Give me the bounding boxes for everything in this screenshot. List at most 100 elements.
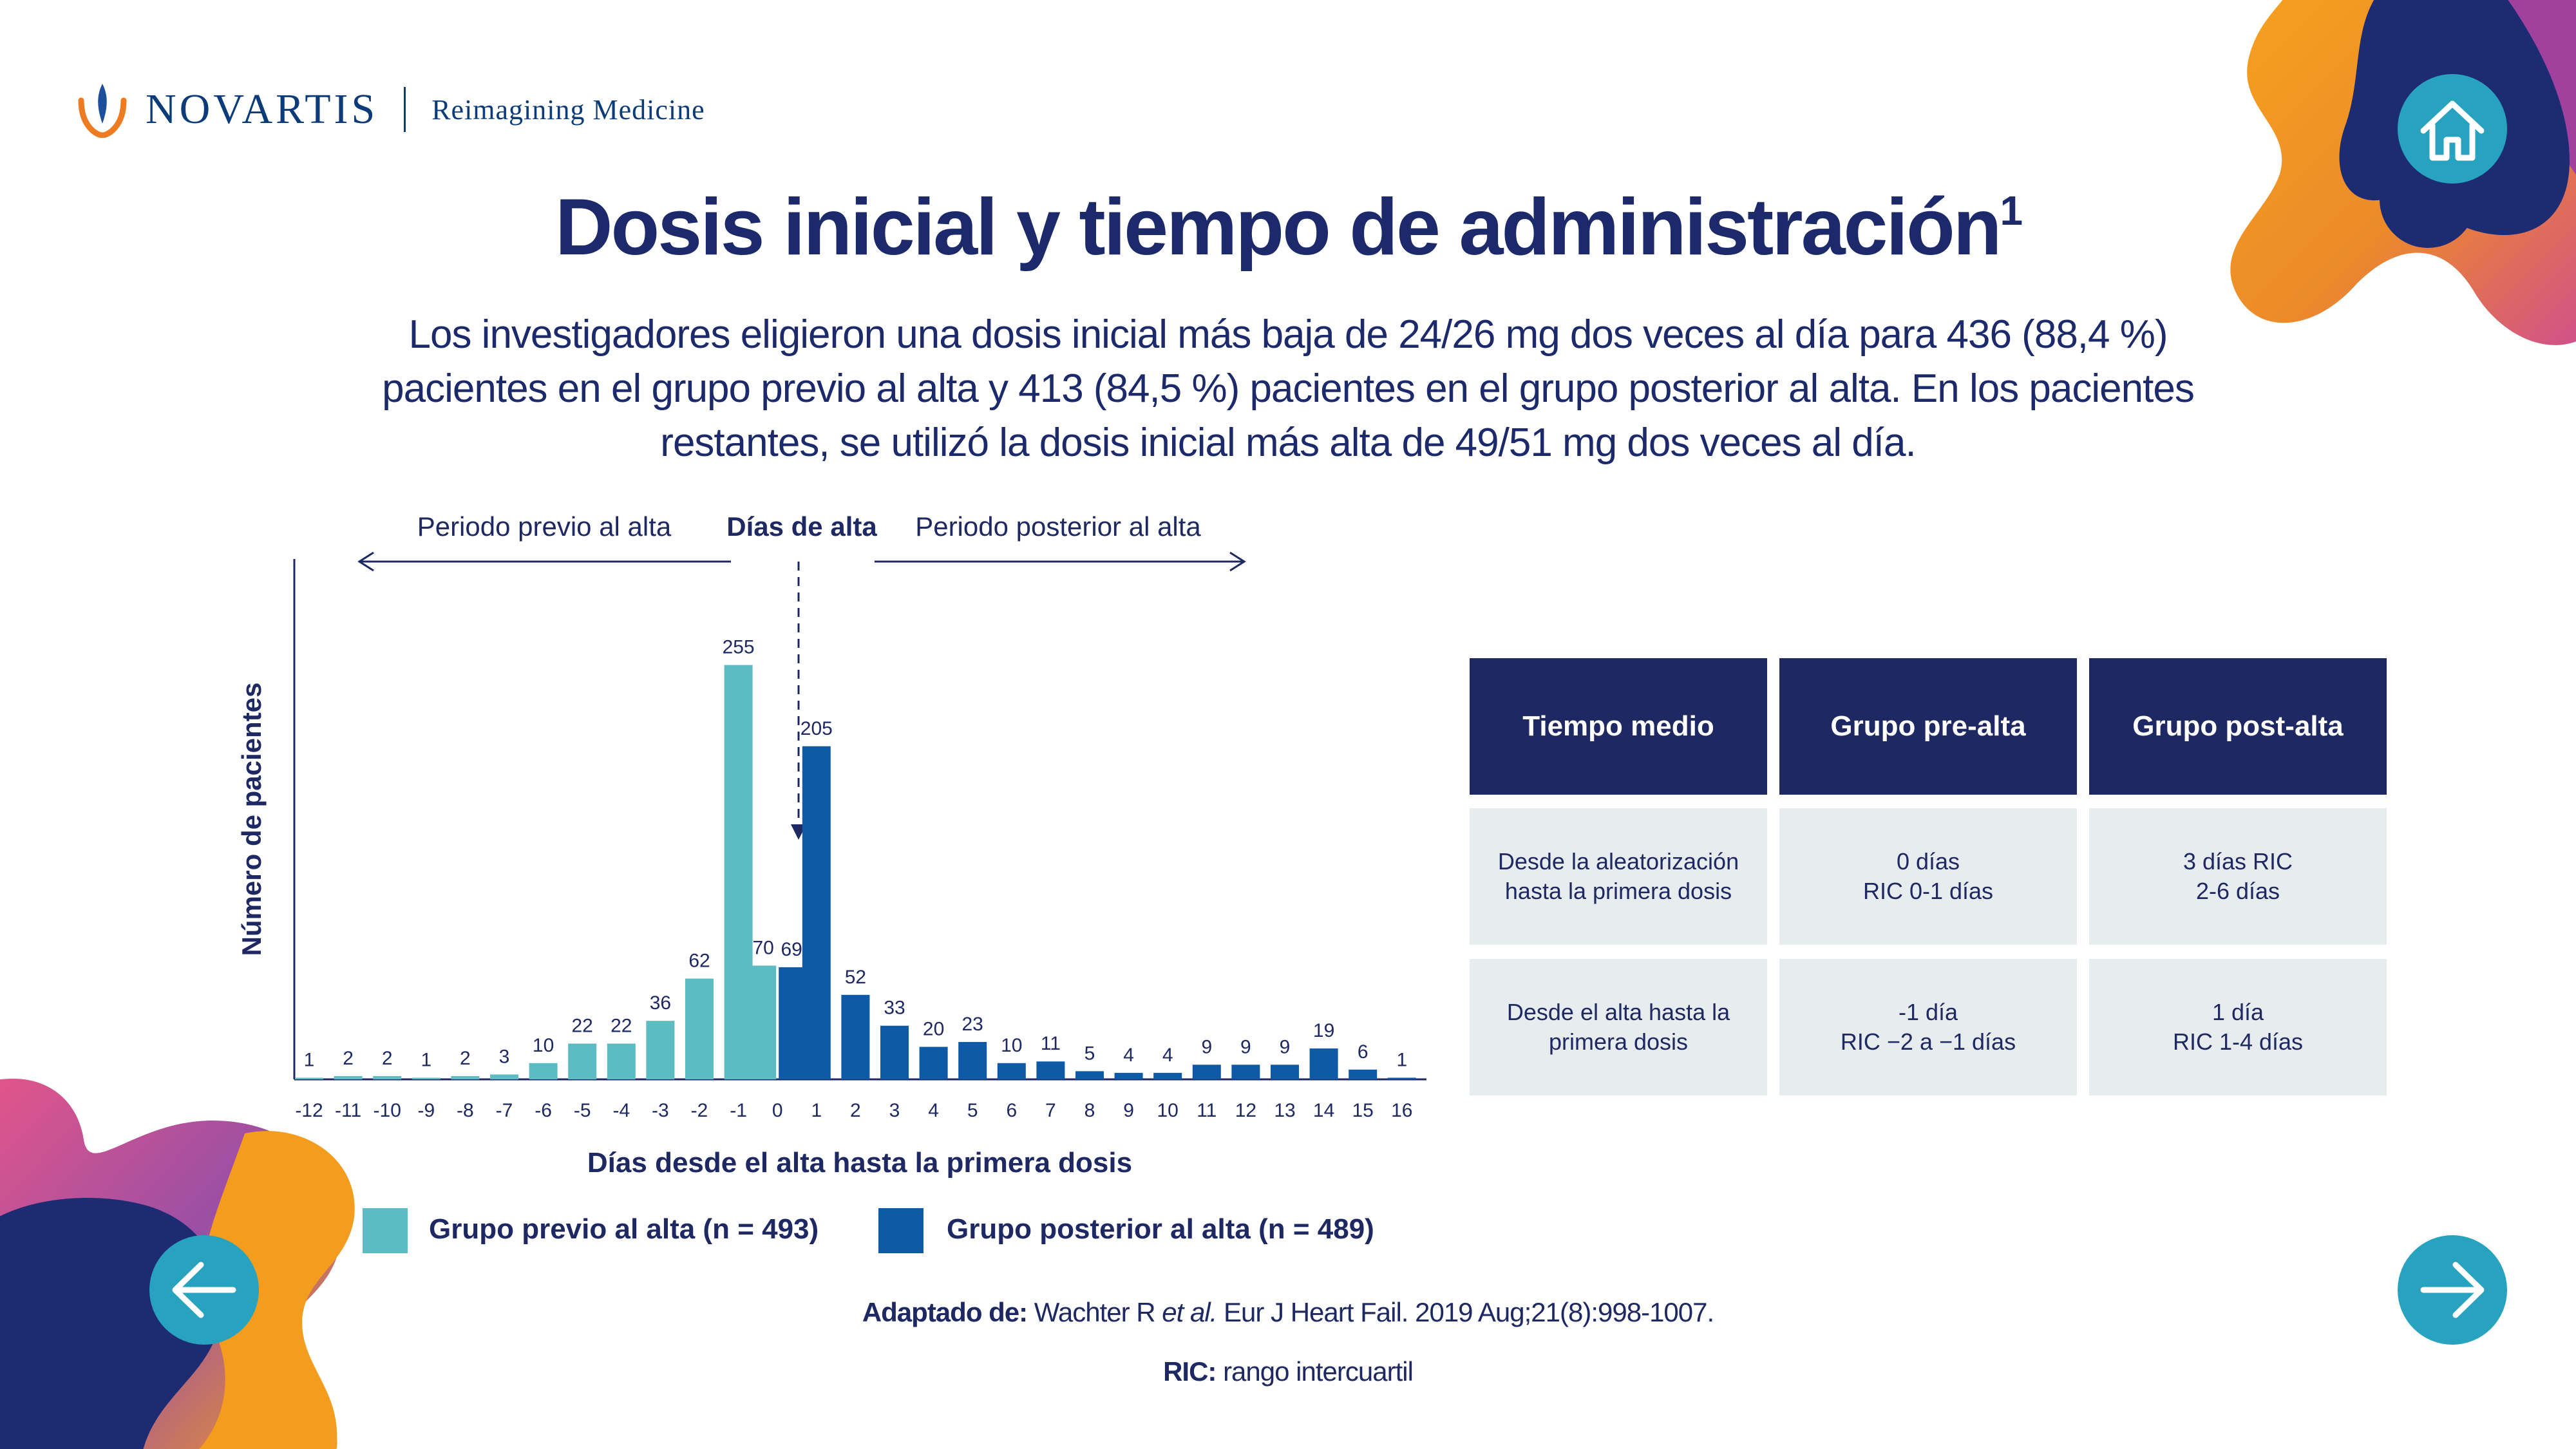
x-tick-label: -7 <box>496 1100 513 1121</box>
back-button[interactable] <box>149 1235 259 1345</box>
bar-post-discharge <box>919 1046 948 1079</box>
y-axis-label: Número de pacientes <box>236 683 267 956</box>
post-period-arrow <box>875 551 1246 572</box>
bar-value-label: 9 <box>1240 1036 1251 1057</box>
x-tick-label: -5 <box>574 1100 591 1121</box>
bar-pre-discharge <box>724 665 753 1079</box>
bar-post-discharge <box>880 1025 909 1079</box>
home-button[interactable] <box>2398 74 2507 184</box>
bar-post-discharge <box>1036 1061 1065 1079</box>
bar-post-discharge <box>1153 1072 1182 1079</box>
bar-post-discharge <box>1349 1069 1378 1079</box>
x-tick-label: -9 <box>417 1100 435 1121</box>
legend-swatch-pre <box>363 1208 408 1253</box>
legend-label-post: Grupo posterior al alta (n = 489) <box>947 1213 1374 1245</box>
intro-line: restantes, se utilizó la dosis inicial m… <box>660 421 1916 465</box>
cell-line: 0 días <box>1896 848 1960 875</box>
novartis-flame-icon <box>78 84 127 138</box>
bar-post-discharge <box>1387 1077 1416 1079</box>
bar-pre-discharge <box>685 978 714 1079</box>
x-tick-label: 0 <box>772 1100 783 1121</box>
bar-value-label: 11 <box>1041 1033 1061 1054</box>
pre-period-arrow <box>357 551 731 572</box>
brand-name: NOVARTIS <box>146 86 379 133</box>
cell-line: 2-6 días <box>2195 878 2280 904</box>
cell-line: RIC 0-1 días <box>1862 878 1994 904</box>
cell-line: -1 día <box>1898 999 1958 1025</box>
x-tick-label: -6 <box>535 1100 552 1121</box>
legend-swatch-post <box>878 1208 923 1253</box>
ric-note: RIC: rango intercuartil <box>0 1356 2576 1387</box>
bar-value-label: 62 <box>688 951 710 972</box>
bar-value-label: 2 <box>382 1048 393 1069</box>
bar-value-label: 69 <box>781 939 802 960</box>
bar-value-label: 36 <box>650 992 671 1014</box>
bar-pre-discharge <box>373 1075 402 1079</box>
bar-post-discharge <box>841 994 870 1079</box>
bar-post-discharge <box>1114 1072 1143 1079</box>
novartis-logo: NOVARTIS Reimagining Medicine <box>77 77 705 142</box>
page-title: Dosis inicial y tiempo de administración… <box>0 182 2576 273</box>
bar-post-discharge <box>779 967 805 1079</box>
table-cell: 3 días RIC 2-6 días <box>2089 808 2387 945</box>
table-header-cell: Grupo pre-alta <box>1779 658 2077 795</box>
cell-line: 3 días RIC <box>2183 848 2293 875</box>
source-note: Adaptado de: Wachter R et al. Eur J Hear… <box>0 1297 2576 1328</box>
x-tick-label: 15 <box>1352 1100 1374 1121</box>
bar-post-discharge <box>1271 1065 1299 1079</box>
arrow-left-icon <box>172 1262 236 1318</box>
x-tick-label: 4 <box>928 1100 939 1121</box>
table-cell: 0 días RIC 0-1 días <box>1779 808 2077 945</box>
timing-table: Tiempo medio Grupo pre-alta Grupo post-a… <box>1470 658 2387 1096</box>
bar-pre-discharge <box>607 1043 636 1079</box>
bar-value-label: 205 <box>800 718 833 739</box>
cell-line: RIC −2 a −1 días <box>1840 1028 2016 1055</box>
table-cell: -1 día RIC −2 a −1 días <box>1779 959 2077 1095</box>
bar-pre-discharge <box>568 1043 597 1079</box>
bar-value-label: 5 <box>1084 1043 1095 1064</box>
bar-pre-discharge <box>646 1021 675 1079</box>
source-label: Adaptado de: <box>862 1297 1028 1327</box>
intro-line: Los investigadores eligieron una dosis i… <box>408 312 2168 357</box>
bar-value-label: 33 <box>884 998 905 1019</box>
x-tick-label: 3 <box>889 1100 900 1121</box>
bar-value-label: 10 <box>1001 1035 1022 1056</box>
x-axis-label: Días desde el alta hasta la primera dosi… <box>587 1147 1132 1179</box>
bar-value-label: 1 <box>421 1049 431 1070</box>
x-tick-label: -11 <box>335 1100 361 1121</box>
bar-value-label: 1 <box>304 1049 315 1070</box>
bar-value-label: 9 <box>1280 1036 1291 1057</box>
next-button[interactable] <box>2398 1235 2507 1345</box>
bar-value-label: 2 <box>460 1048 471 1069</box>
cell-line: primera dosis <box>1548 1028 1689 1055</box>
x-tick-label: 9 <box>1123 1100 1134 1121</box>
cell-line: 1 día <box>2211 999 2264 1025</box>
bar-value-label: 1 <box>1396 1049 1407 1070</box>
bar-value-label: 70 <box>753 937 774 958</box>
table-cell: Desde el alta hasta la primera dosis <box>1470 959 1767 1095</box>
cell-line: RIC 1-4 días <box>2172 1028 2304 1055</box>
cell-line: Desde la aleatorización <box>1497 848 1739 875</box>
bar-pre-discharge <box>529 1063 558 1079</box>
bar-post-discharge <box>1192 1065 1221 1079</box>
x-tick-label: 11 <box>1197 1100 1217 1121</box>
bar-value-label: 23 <box>962 1014 983 1035</box>
bar-value-label: 10 <box>533 1035 554 1056</box>
arrow-right-icon <box>2420 1262 2485 1318</box>
x-tick-label: -8 <box>457 1100 474 1121</box>
x-tick-label: 10 <box>1157 1100 1179 1121</box>
table-header-cell: Grupo post-alta <box>2089 658 2387 795</box>
x-tick-label: -2 <box>691 1100 708 1121</box>
logo-divider <box>404 87 406 132</box>
bar-value-label: 20 <box>923 1019 944 1040</box>
table-cell: Desde la aleatorización hasta la primera … <box>1470 808 1767 945</box>
bar-value-label: 4 <box>1123 1045 1134 1066</box>
x-tick-label: -10 <box>374 1100 401 1121</box>
page-title-text: Dosis inicial y tiempo de administración <box>554 183 2002 272</box>
bar-value-label: 22 <box>611 1015 632 1036</box>
bar-post-discharge <box>1309 1048 1338 1079</box>
x-tick-label: 16 <box>1391 1100 1412 1121</box>
x-tick-label: 1 <box>811 1100 822 1121</box>
intro-paragraph: Los investigadores eligieron una dosis i… <box>283 308 2293 470</box>
